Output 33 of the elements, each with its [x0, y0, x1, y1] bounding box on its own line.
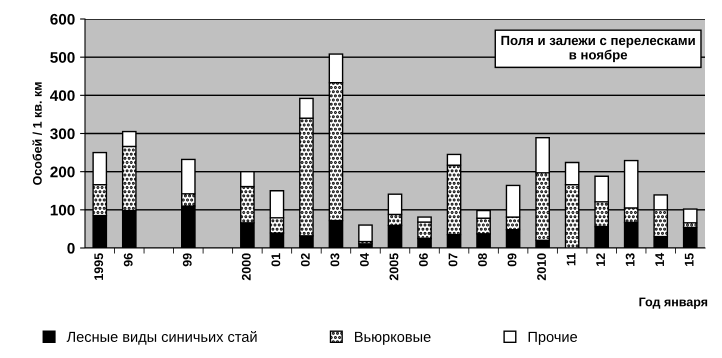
x-tick-label: 13: [626, 253, 635, 266]
x-tick-label: 2005: [390, 253, 398, 280]
x-tick-label: 14: [655, 252, 664, 266]
y-tick-label: 400: [50, 90, 75, 102]
x-tick-label: 99: [182, 253, 192, 266]
y-tick-label: 300: [50, 128, 75, 140]
y-axis-title: Особей / 1 кв. км: [32, 82, 42, 185]
x-tick-label: 06: [419, 253, 428, 266]
legend-label: Вьюрковые: [355, 332, 431, 345]
x-tick-label: 02: [300, 253, 310, 266]
x-tick-label: 96: [124, 253, 133, 266]
x-tick-label: 15: [684, 253, 694, 266]
x-tick-label: 07: [448, 253, 458, 266]
x-tick-label: 1995: [94, 253, 104, 280]
legend-label: Прочие: [528, 332, 578, 345]
y-tick-label: 500: [50, 52, 75, 63]
x-tick-label: 03: [330, 253, 340, 266]
legend-label: Лесные виды синичьих стай: [66, 331, 257, 345]
x-tick-label: 2010: [537, 253, 546, 280]
y-tick-label: 100: [50, 204, 75, 216]
x-tick-label: 04: [360, 252, 369, 266]
bar: [358, 224, 373, 242]
x-axis-title: Год января: [639, 298, 708, 309]
y-tick-label: 0: [67, 242, 75, 254]
x-tick-label: 01: [271, 253, 280, 266]
y-tick-label: 600: [50, 14, 75, 25]
x-tick-label: 2000: [242, 253, 251, 280]
x-tick-label: 12: [596, 253, 605, 266]
annotation: Поля и залежи с перелесками в ноябре: [501, 36, 695, 62]
y-tick-label: 200: [50, 166, 75, 178]
x-tick-label: 11: [566, 253, 576, 266]
x-tick-label: 09: [508, 253, 516, 266]
x-tick-label: 08: [478, 253, 487, 266]
